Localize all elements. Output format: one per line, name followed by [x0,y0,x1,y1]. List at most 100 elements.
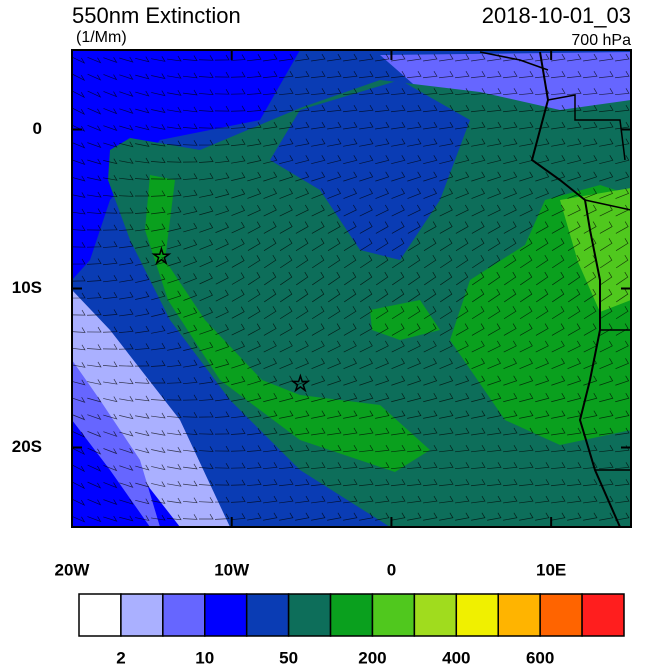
wind-barb [439,254,453,269]
wind-barb [119,291,134,300]
wind-barb [535,410,550,419]
wind-barb [72,481,86,490]
wind-barb [519,306,533,320]
wind-barb [311,495,326,504]
wind-barb [134,378,150,384]
wind-barb [583,138,598,147]
wind-barb [295,427,310,436]
wind-barb [230,479,246,486]
wind-barb [182,394,198,401]
wind-barb [72,275,86,282]
wind-barb [279,512,294,521]
wind-barb [551,71,566,79]
wind-barb [279,306,293,320]
wind-barb [199,272,213,285]
wind-barb [599,288,613,303]
wind-barb [551,254,565,269]
wind-barb [487,479,502,487]
wind-barb [359,479,374,487]
wind-barb [119,74,134,80]
level: 700 hPa [571,32,631,49]
wind-barb [102,326,118,333]
wind-barb [199,376,214,385]
wind-barb [263,445,278,453]
wind-barb [359,306,373,320]
wind-barb [214,479,230,486]
wind-barb [599,410,614,419]
wind-barb [327,188,342,199]
wind-barb [182,514,198,520]
wind-barb [295,238,309,251]
wind-barb [600,271,613,286]
wind-barb [247,272,261,286]
wind-barb [183,222,198,233]
wind-barb [439,306,453,320]
wind-barb [519,204,533,217]
wind-barb [343,254,357,269]
wind-barb [198,89,214,95]
wind-barb [295,155,310,165]
colorbar-box [497,593,541,637]
wind-barb [327,221,341,234]
wind-barb [519,358,533,370]
wind-barb [439,121,454,130]
wind-barb [87,498,102,506]
wind-barb [311,105,326,113]
wind-barb [583,375,598,386]
wind-barb [150,360,166,367]
wind-barb [198,513,214,520]
wind-barb [247,340,261,353]
wind-barb [167,190,182,198]
wind-barb [198,463,214,469]
wind-barb [135,308,150,317]
wind-barb [103,258,118,266]
wind-barb [343,171,358,182]
wind-barb [551,323,565,336]
wind-barb [72,498,86,506]
wind-barb [263,512,278,521]
wind-barb [151,56,166,62]
wind-barb [295,254,309,269]
wind-barb [568,271,581,286]
wind-barb [135,498,150,505]
wind-barb [167,342,182,351]
wind-barb [295,53,310,62]
wind-barb [327,288,341,303]
wind-barb [135,124,150,131]
wind-barb [327,358,341,370]
wind-barb [456,271,469,286]
wind-barb [247,122,262,130]
wind-barb [567,53,582,62]
wind-barb [166,412,182,418]
wind-barb [583,221,597,234]
wind-barb [102,309,118,316]
wind-barb [455,375,470,386]
wind-barb [135,447,150,454]
wind-barb [487,288,501,303]
wind-barb [375,393,390,403]
wind-barb [247,204,261,217]
wind-barb [343,71,358,79]
wind-barb [230,496,246,503]
wind-barb [311,393,326,403]
wind-barb [247,54,262,62]
wind-barb [407,105,422,113]
wind-barb [471,479,486,487]
wind-barb [503,427,518,436]
wind-barb [519,393,534,403]
wind-barb [423,221,437,234]
wind-barb [615,393,630,403]
wind-barb [599,479,614,487]
wind-barb [567,105,582,113]
wind-barb [359,171,374,182]
wind-barb [231,341,245,352]
wind-barb [263,71,278,79]
wind-barb [119,465,134,471]
wind-barb [230,105,246,112]
wind-barb [535,138,550,147]
wind-barb [455,53,470,62]
wind-barb [278,462,294,470]
wind-barb [391,495,406,504]
wind-barb [391,393,406,403]
wind-barb [247,255,261,269]
